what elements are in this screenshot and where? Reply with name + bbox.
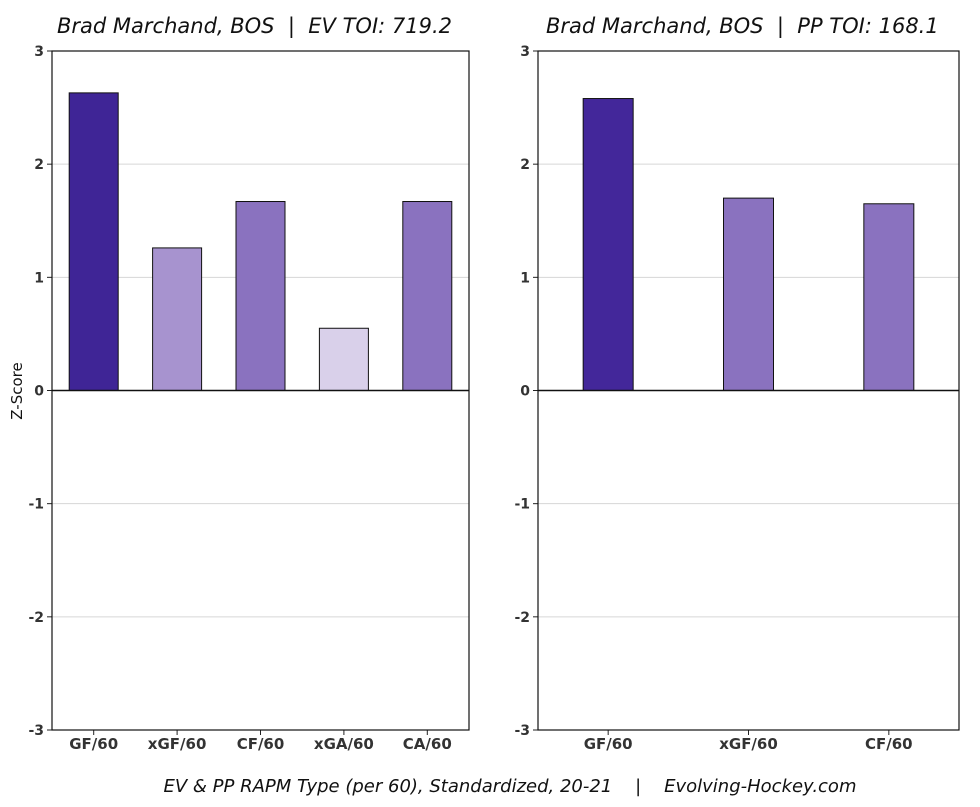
panel-ev: -3 -2 -1 0 1 2 3 GF/60 xGF/60 CF/60 xGA/60 CA/60: [28, 44, 470, 753]
y-tick-label: 0: [520, 384, 530, 400]
panel-pp: -3 -2 -1 0 1 2 3 GF/60 xGF/60 CF/60: [514, 44, 960, 753]
x-tick-label: xGF/60: [148, 735, 207, 753]
x-tick-label: GF/60: [584, 735, 633, 753]
y-tick-label: 0: [34, 384, 44, 400]
y-tick-label: -3: [514, 723, 530, 739]
plot-frame: [51, 50, 470, 731]
plot-frame: [537, 50, 960, 731]
bar: [582, 98, 634, 391]
x-tick-label: CF/60: [237, 735, 285, 753]
y-tick-label: 1: [520, 270, 530, 286]
y-tick-label: 3: [34, 44, 44, 60]
bar: [863, 203, 915, 391]
bar: [68, 92, 119, 391]
y-tick-label: -2: [514, 610, 530, 626]
bar: [235, 201, 286, 391]
bar: [402, 201, 453, 391]
y-tick-label: -2: [28, 610, 44, 626]
y-tick-label: 2: [34, 157, 44, 173]
y-tick-label: -1: [28, 497, 44, 513]
bar: [723, 197, 774, 391]
x-tick-label: CA/60: [403, 735, 452, 753]
x-tick-label: GF/60: [69, 735, 118, 753]
bar: [318, 327, 369, 391]
y-tick-label: 2: [520, 157, 530, 173]
chart-title-ev: Brad Marchand, BOS | EV TOI: 719.2: [57, 14, 453, 38]
chart-title-pp: Brad Marchand, BOS | PP TOI: 168.1: [546, 14, 939, 38]
x-tick-label: xGF/60: [719, 735, 778, 753]
y-tick-label: -1: [514, 497, 530, 513]
bar: [152, 247, 203, 391]
y-tick-label: 1: [34, 270, 44, 286]
y-tick-label: 3: [520, 44, 530, 60]
x-tick-label: xGA/60: [314, 735, 374, 753]
figure-caption: EV & PP RAPM Type (per 60), Standardized…: [163, 776, 857, 797]
x-tick-label: CF/60: [865, 735, 913, 753]
y-tick-label: -3: [28, 723, 44, 739]
